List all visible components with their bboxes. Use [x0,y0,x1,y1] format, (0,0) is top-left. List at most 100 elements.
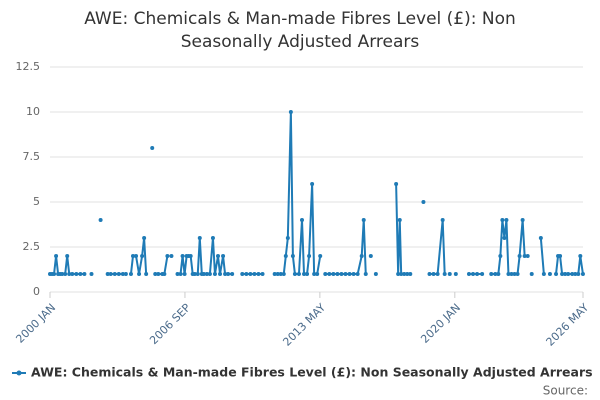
data-point [192,272,197,276]
data-point [498,254,503,258]
data-point [120,272,125,276]
data-point [165,254,170,258]
data-point [130,254,135,258]
data-point [339,272,344,276]
data-point [67,272,72,276]
data-point [218,272,223,276]
data-point [368,254,373,258]
data-point [296,272,301,276]
data-point [112,272,117,276]
x-tick-label: 2013 MAY [280,301,328,349]
data-point [315,272,320,276]
data-point [134,254,139,258]
data-point [140,254,145,258]
data-point [496,272,501,276]
data-point [144,272,149,276]
data-point [566,272,571,276]
data-point [560,272,565,276]
data-point [201,272,206,276]
data-point [63,272,68,276]
data-point [70,272,75,276]
data-point [212,272,217,276]
data-point [54,254,59,258]
data-point [480,272,485,276]
y-tick-label: 0 [33,285,40,298]
data-point [515,272,520,276]
x-tick-label: 2000 JAN [13,301,58,346]
y-tick-label: 12.5 [16,60,41,73]
data-point [427,272,432,276]
data-point [558,254,563,258]
data-point [215,254,220,258]
data-point [207,272,212,276]
data-point [137,272,142,276]
data-point [570,272,575,276]
data-point [240,272,245,276]
data-point [363,272,368,276]
data-point [475,272,480,276]
data-point [431,272,436,276]
data-point [361,218,366,222]
data-point [156,272,161,276]
data-point [310,182,315,186]
chart-title: AWE: Chemicals & Man-made Fibres Level (… [84,9,516,52]
data-point [506,272,511,276]
data-point [278,272,283,276]
data-point [175,272,180,276]
data-point [547,272,552,276]
data-point [150,146,155,150]
data-point [471,272,476,276]
data-point [288,110,293,114]
data-point [517,254,522,258]
data-point [178,272,183,276]
data-point [78,272,83,276]
data-point [226,272,231,276]
data-point [563,272,568,276]
data-point [520,218,525,222]
data-point [89,272,94,276]
data-point [283,254,288,258]
data-point [331,272,336,276]
y-tick-label: 2.5 [23,240,41,253]
data-point [272,272,277,276]
data-point [305,272,310,276]
data-point [65,254,70,258]
data-point [440,218,445,222]
data-point [509,272,514,276]
x-tick-label: 2026 MAY [544,301,592,349]
data-point [252,272,257,276]
data-point [580,272,585,276]
data-point [292,272,297,276]
data-point [142,236,147,240]
data-point [74,272,79,276]
source: Source: [543,384,588,398]
legend-icon-dot [16,370,22,376]
data-point [116,272,121,276]
data-point [554,272,559,276]
data-point [281,272,286,276]
data-point [98,218,103,222]
data-point [347,272,352,276]
data-point [223,272,228,276]
y-tick-label: 7.5 [23,150,41,163]
data-point [108,272,113,276]
data-point [60,272,65,276]
x-tick-label: 2006 SEP [147,301,193,347]
data-point [327,272,332,276]
data-point [52,272,57,276]
data-point [275,272,280,276]
data-point [355,272,360,276]
data-point [162,272,167,276]
data-point [573,272,578,276]
data-point [343,272,348,276]
data-point [447,272,452,276]
data-point [318,254,323,258]
data-point [359,254,364,258]
data-point [576,272,581,276]
data-point [502,236,507,240]
data-point [522,254,527,258]
data-point [128,272,133,276]
data-point [500,218,505,222]
y-tick-label: 5 [33,195,40,208]
